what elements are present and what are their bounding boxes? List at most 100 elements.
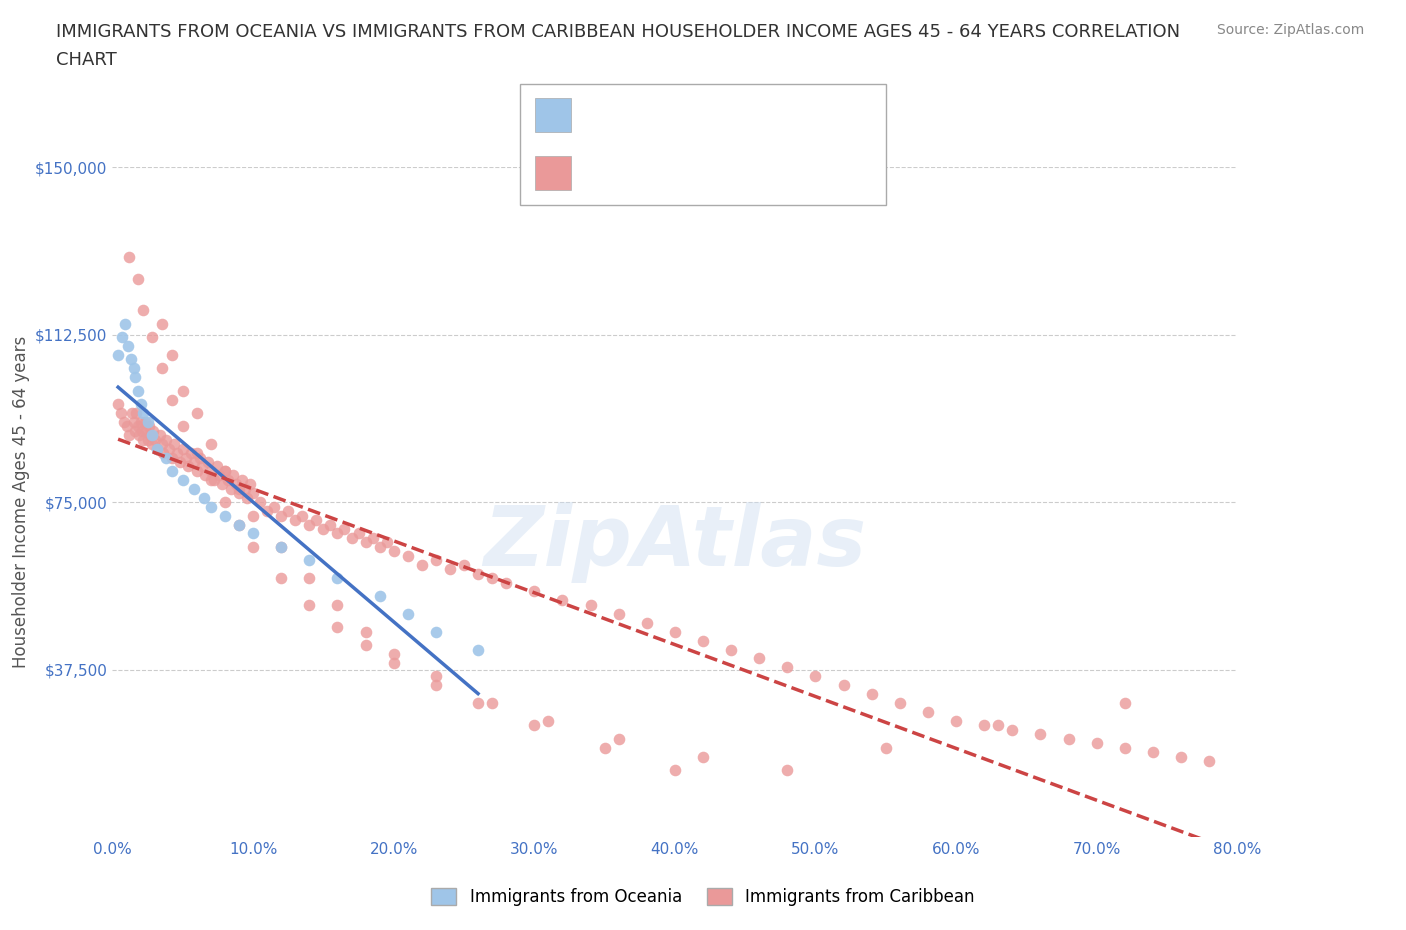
Point (107, 396, 129, 411)
Point (523, 584, 546, 599)
Point (150, 361, 173, 376)
Point (228, 485, 250, 500)
Point (664, 624, 686, 639)
Point (326, 571, 349, 586)
Point (197, 455, 219, 470)
Point (256, 504, 278, 519)
Point (242, 539, 264, 554)
Point (593, 740, 616, 755)
Point (270, 539, 292, 554)
Point (208, 468, 231, 483)
Point (132, 432, 155, 447)
Point (228, 517, 250, 532)
Point (523, 718, 546, 733)
Point (481, 571, 503, 586)
Point (160, 348, 183, 363)
Text: IMMIGRANTS FROM OCEANIA VS IMMIGRANTS FROM CARIBBEAN HOUSEHOLDER INCOME AGES 45 : IMMIGRANTS FROM OCEANIA VS IMMIGRANTS FR… (56, 23, 1181, 41)
Point (118, 249, 141, 264)
Point (124, 370, 146, 385)
Point (117, 339, 139, 353)
Point (945, 713, 967, 728)
Point (607, 731, 630, 746)
Point (347, 526, 370, 541)
Point (298, 552, 321, 567)
Point (157, 441, 180, 456)
Point (425, 669, 447, 684)
Point (112, 415, 135, 430)
Point (326, 526, 349, 541)
Point (135, 423, 157, 438)
Point (326, 619, 349, 634)
Point (228, 482, 250, 497)
Point (169, 455, 191, 470)
Point (664, 763, 686, 777)
Text: 29: 29 (762, 106, 785, 124)
Point (141, 329, 163, 344)
Point (776, 660, 799, 675)
Point (467, 696, 489, 711)
Point (832, 678, 855, 693)
Point (236, 490, 259, 505)
Point (225, 477, 247, 492)
Point (1114, 696, 1136, 711)
Point (242, 526, 264, 541)
Point (188, 450, 211, 465)
Point (231, 472, 253, 487)
Point (125, 405, 148, 420)
Point (127, 272, 149, 286)
Point (354, 638, 377, 653)
Legend: Immigrants from Oceania, Immigrants from Caribbean: Immigrants from Oceania, Immigrants from… (425, 881, 981, 912)
Point (172, 472, 194, 487)
Point (340, 530, 363, 545)
Point (319, 517, 342, 532)
Point (219, 482, 242, 497)
Point (163, 437, 186, 452)
Point (193, 490, 215, 505)
Point (875, 740, 897, 755)
Point (579, 597, 602, 612)
Point (1029, 727, 1052, 742)
Point (150, 437, 173, 452)
Point (720, 642, 742, 657)
Point (183, 482, 205, 497)
Point (298, 597, 321, 612)
Point (1170, 750, 1192, 764)
Point (132, 303, 155, 318)
Point (143, 432, 166, 447)
Point (425, 624, 447, 639)
Y-axis label: Householder Income Ages 45 - 64 years: Householder Income Ages 45 - 64 years (11, 336, 30, 669)
Text: R =: R = (582, 165, 619, 182)
Point (129, 415, 152, 430)
Point (155, 450, 177, 465)
Point (1198, 753, 1220, 768)
Point (214, 508, 236, 523)
Point (122, 415, 145, 430)
FancyBboxPatch shape (534, 156, 571, 190)
Point (481, 696, 503, 711)
Point (186, 463, 208, 478)
Point (382, 656, 405, 671)
Point (1142, 745, 1164, 760)
FancyBboxPatch shape (534, 99, 571, 132)
Point (636, 616, 658, 631)
Point (172, 418, 194, 433)
Point (228, 517, 250, 532)
Point (1085, 736, 1108, 751)
Point (200, 472, 222, 487)
Text: 145: 145 (762, 165, 796, 182)
Point (776, 763, 799, 777)
Point (166, 445, 188, 460)
Point (138, 418, 160, 433)
Point (214, 463, 236, 478)
Point (111, 329, 134, 344)
Point (177, 459, 200, 474)
Point (129, 396, 152, 411)
Point (214, 463, 236, 478)
Point (748, 651, 770, 666)
Point (152, 445, 174, 460)
Text: Source: ZipAtlas.com: Source: ZipAtlas.com (1216, 23, 1364, 37)
Point (305, 512, 328, 527)
Point (298, 571, 321, 586)
Point (141, 428, 163, 443)
Point (160, 463, 183, 478)
